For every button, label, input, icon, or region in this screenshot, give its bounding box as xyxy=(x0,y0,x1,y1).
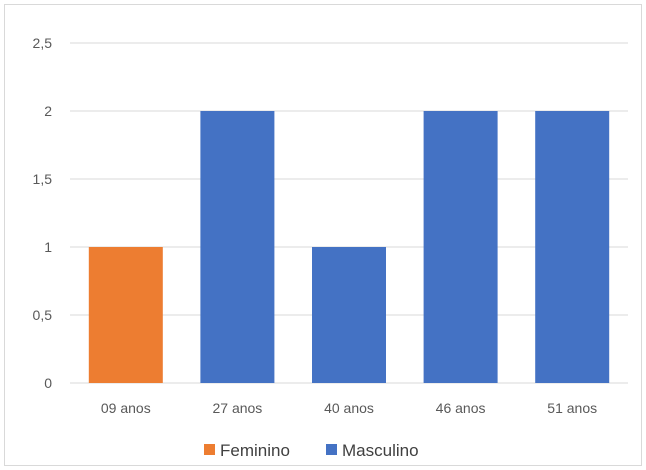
x-tick-label: 51 anos xyxy=(547,400,597,416)
bars xyxy=(88,111,610,383)
y-tick-label: 2 xyxy=(44,103,52,119)
x-axis-tick-labels: 09 anos 27 anos 40 anos 46 anos 51 anos xyxy=(101,400,597,416)
gridlines xyxy=(70,42,628,384)
bar-masculino-4 xyxy=(535,111,610,383)
x-tick-label: 09 anos xyxy=(101,400,151,416)
y-tick-label: 1,5 xyxy=(33,171,53,187)
legend-label-masculino: Masculino xyxy=(342,441,419,460)
x-tick-label: 46 anos xyxy=(436,400,486,416)
bar-masculino-3 xyxy=(423,111,498,383)
bar-masculino-2 xyxy=(312,247,386,383)
bar-feminino-0 xyxy=(88,247,163,383)
legend-swatch-masculino xyxy=(326,444,337,455)
x-tick-label: 27 anos xyxy=(212,400,262,416)
legend-label-feminino: Feminino xyxy=(220,441,290,460)
legend-swatch-feminino xyxy=(204,444,215,455)
y-tick-label: 1 xyxy=(44,239,52,255)
y-tick-label: 2,5 xyxy=(33,35,53,51)
legend: Feminino Masculino xyxy=(204,441,419,460)
x-tick-label: 40 anos xyxy=(324,400,374,416)
y-tick-label: 0,5 xyxy=(33,307,53,323)
y-axis-tick-labels: 0 0,5 1 1,5 2 2,5 xyxy=(33,35,53,391)
y-tick-label: 0 xyxy=(44,375,52,391)
bar-masculino-1 xyxy=(200,111,275,383)
